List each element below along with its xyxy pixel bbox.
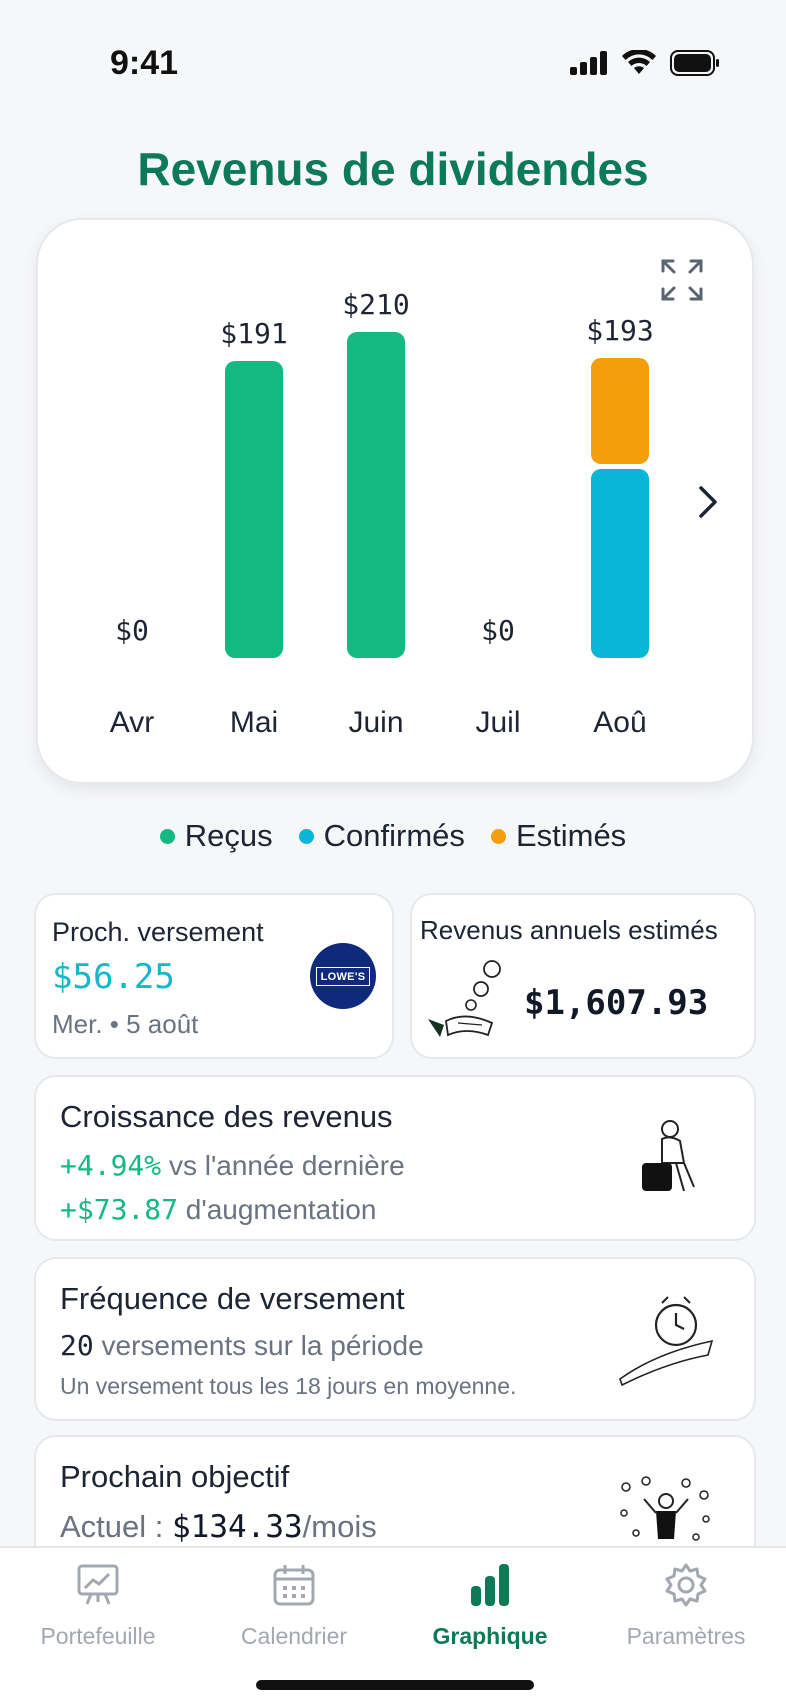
income-growth-pct: +4.94% (60, 1149, 162, 1182)
page-title: Revenus de dividendes (137, 143, 649, 195)
legend-dot-estimated (490, 828, 506, 844)
annual-income-title: Revenus annuels estimés (420, 915, 718, 945)
bar-value-label-juil: $0 (481, 614, 515, 647)
income-growth-amount-line: +$73.87 d'augmentation (60, 1193, 376, 1226)
next-payment-card[interactable]: Proch. versement $56.25 Mer. • 5 août LO… (34, 893, 394, 1059)
legend-item-received: Reçus (159, 818, 273, 854)
chart-legend: Reçus Confirmés Estimés (0, 818, 786, 854)
annual-income-card[interactable]: Revenus annuels estimés $1,607.93 (410, 893, 756, 1059)
home-indicator (256, 1680, 534, 1690)
status-icons (570, 50, 720, 76)
payment-frequency-count: 20 (60, 1329, 94, 1362)
legend-dot-confirmed (298, 828, 314, 844)
status-time: 9:41 (110, 44, 179, 82)
tab-settings-label: Paramètres (626, 1623, 746, 1649)
income-growth-pct-line: +4.94% vs l'année dernière (60, 1149, 405, 1182)
chart-board-icon (77, 1564, 119, 1605)
bar-value-label-mai: $191 (220, 317, 288, 351)
legend-label-received: Reçus (184, 818, 273, 853)
tab-portfolio-label: Portefeuille (40, 1623, 156, 1649)
tab-calendar-label: Calendrier (240, 1623, 348, 1649)
bar-chart-icon (471, 1564, 509, 1606)
next-goal-title: Prochain objectif (60, 1459, 290, 1494)
tab-settings[interactable]: Paramètres (588, 1562, 784, 1650)
bar-chart: $0 Avr $191 Mai $210 Juin $0 Juil $193 Aoû (38, 220, 752, 782)
next-goal-unit: /mois (302, 1509, 377, 1544)
tab-chart[interactable]: Graphique (392, 1562, 588, 1650)
next-goal-current-value: $134.33 (172, 1509, 303, 1545)
celebration-illustration-icon (620, 1476, 710, 1541)
next-goal-current-line: Actuel : $134.33/mois (60, 1509, 377, 1545)
income-growth-pct-text: vs l'année dernière (168, 1150, 405, 1181)
cellular-signal-icon (570, 51, 607, 75)
gear-icon (665, 1563, 707, 1607)
bar-ao-estims[interactable] (591, 358, 649, 464)
legend-label-estimated: Estimés (515, 818, 627, 853)
income-growth-amount: +$73.87 (60, 1193, 179, 1226)
lowes-logo: LOWE'S (310, 943, 376, 1009)
payment-frequency-count-text: versements sur la période (101, 1330, 424, 1361)
income-growth-amount-text: d'augmentation (185, 1194, 377, 1225)
dividend-chart-card: $0 Avr $191 Mai $210 Juin $0 Juil $193 Aoû (36, 218, 754, 784)
legend-item-estimated: Estimés (490, 818, 627, 854)
coins-illustration-icon (428, 960, 501, 1037)
annual-income-amount: $1,607.93 (524, 983, 709, 1023)
payment-frequency-note: Un versement tous les 18 jours en moyenn… (60, 1373, 517, 1399)
income-growth-title: Croissance des revenus (60, 1099, 393, 1134)
next-payment-amount: $56.25 (52, 957, 175, 997)
tab-chart-label: Graphique (432, 1623, 548, 1649)
month-label-juin: Juin (348, 706, 404, 739)
next-payment-title: Proch. versement (52, 917, 264, 947)
battery-icon (670, 50, 719, 76)
legend-item-confirmed: Confirmés (298, 818, 465, 854)
lowes-logo-badge: LOWE'S (315, 966, 371, 986)
bar-juin-reus[interactable] (347, 332, 405, 658)
bar-ao-confirms[interactable] (591, 468, 649, 658)
bar-value-label-avr: $0 (115, 614, 149, 647)
bottom-tab-bar: Portefeuille Calendrier Graphique Paramè… (0, 1546, 786, 1706)
calendar-icon (273, 1565, 315, 1606)
tab-portfolio[interactable]: Portefeuille (0, 1562, 196, 1650)
month-label-avr: Avr (109, 706, 155, 739)
clock-illustration-icon (619, 1296, 714, 1387)
next-chevron-icon[interactable] (696, 484, 720, 520)
next-goal-current-label: Actuel : (60, 1509, 164, 1544)
wifi-icon (622, 50, 656, 74)
person-sitting-illustration-icon (642, 1120, 695, 1192)
month-label-juil: Juil (475, 706, 521, 739)
bar-mai-reus[interactable] (225, 361, 283, 658)
bar-value-label-juin: $210 (342, 288, 410, 321)
income-growth-card[interactable]: Croissance des revenus +4.94% vs l'année… (34, 1075, 756, 1241)
bar-value-label-ao: $193 (586, 314, 654, 348)
payment-frequency-count-line: 20 versements sur la période (60, 1329, 424, 1362)
payment-frequency-title: Fréquence de versement (60, 1281, 405, 1316)
tab-calendar[interactable]: Calendrier (196, 1562, 392, 1650)
payment-frequency-card[interactable]: Fréquence de versement 20 versements sur… (34, 1257, 756, 1421)
next-payment-date: Mer. • 5 août (52, 1009, 199, 1039)
legend-label-confirmed: Confirmés (323, 818, 465, 853)
expand-icon[interactable] (660, 258, 704, 302)
month-label-ao: Aoû (593, 706, 647, 739)
month-label-mai: Mai (229, 706, 279, 739)
legend-dot-received (159, 828, 175, 844)
